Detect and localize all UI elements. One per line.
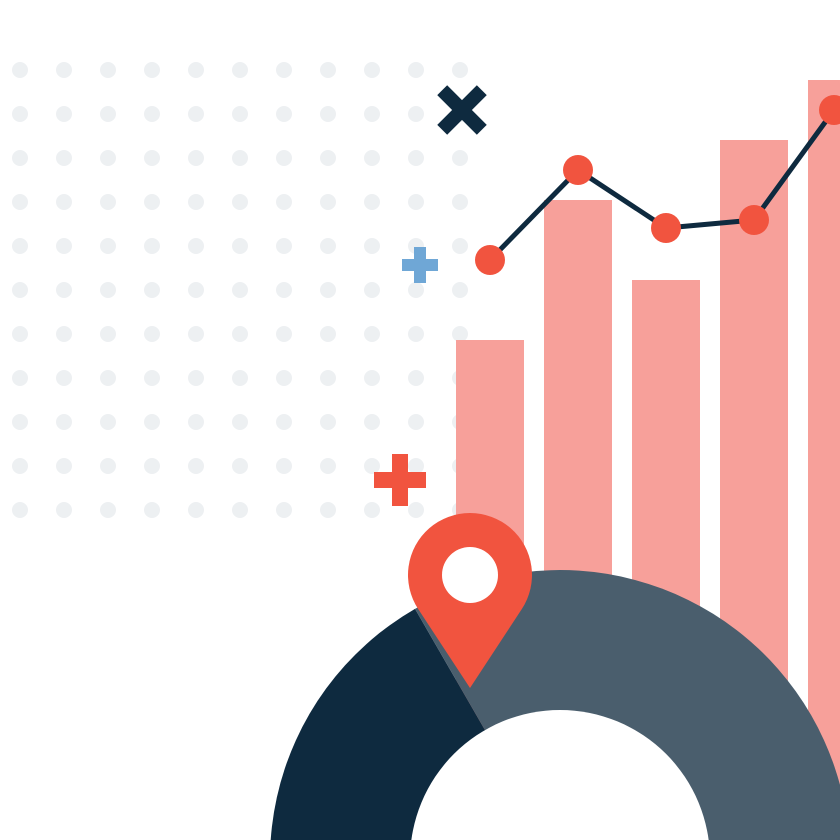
dot-grid <box>12 62 468 518</box>
plus-blue-icon <box>402 247 438 283</box>
infographic-stage <box>0 0 840 840</box>
infographic-svg <box>0 0 840 840</box>
x-mark-icon <box>422 70 501 149</box>
